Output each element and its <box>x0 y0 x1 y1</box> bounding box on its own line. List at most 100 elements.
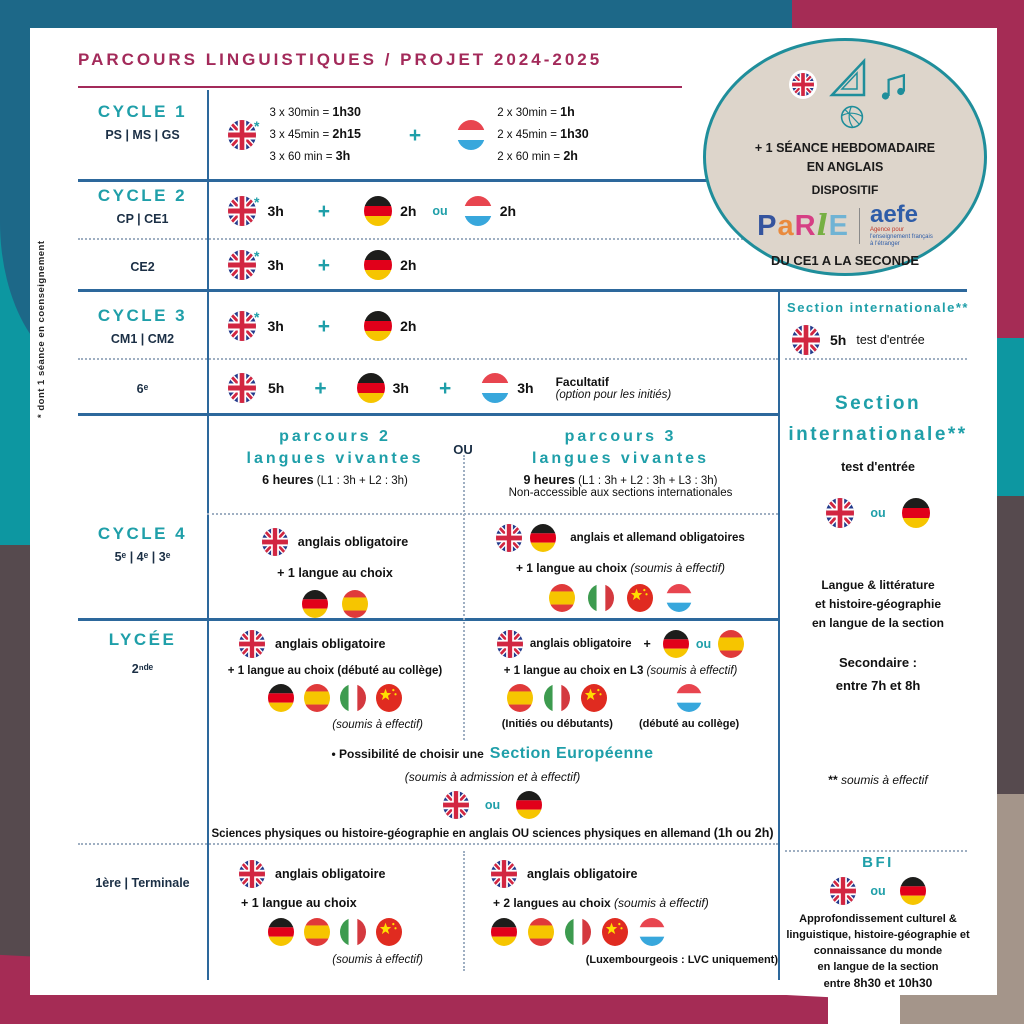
uk-flag-icon <box>228 311 256 341</box>
bfi-flags-row: ou <box>830 877 926 905</box>
en-hours: 3h <box>267 257 284 273</box>
de-hours: 3h <box>392 380 409 396</box>
badge-line-2: EN ANGLAIS <box>806 160 884 174</box>
lu-hours: 2h <box>499 203 517 219</box>
ou-label: ou <box>695 637 712 651</box>
label-column-divider <box>207 90 209 980</box>
ou-label: ou <box>484 798 501 812</box>
italy-flag-icon <box>565 918 591 946</box>
luxembourg-flag-icon <box>639 918 665 946</box>
divider-si-top <box>785 358 967 360</box>
music-note-icon <box>881 73 906 100</box>
de-hours: 2h <box>400 257 417 273</box>
parcours2-hours: 6 heures (L1 : 3h + L2 : 3h) <box>262 473 408 487</box>
page-title: PARCOURS LINGUISTIQUES / PROJET 2024-202… <box>78 50 603 69</box>
divider-lycee <box>78 843 778 845</box>
soumis-admission-note: (soumis à admission et à effectif) <box>404 770 581 784</box>
ou-caps-label: OU <box>453 442 473 457</box>
bfi-body-2: linguistique, histoire-géographie et <box>786 929 970 941</box>
logo-divider <box>858 207 860 244</box>
lu-hours: 3h <box>517 380 534 396</box>
luxembourgeois-lvc-note: (Luxembourgeois : LVC uniquement) <box>585 954 778 966</box>
en-time-1: 3 x 30min = 1h30 <box>269 105 361 119</box>
bfi-body-1: Approfondissement culturel & <box>799 913 957 925</box>
divider-cm-6e <box>78 358 778 360</box>
lycee-right-cell: anglais obligatoire + ou + 1 langue au c… <box>463 630 778 730</box>
uk-flag-icon <box>228 250 256 280</box>
uk-flag-icon <box>228 373 256 403</box>
anglais-obligatoire: anglais obligatoire <box>297 535 409 549</box>
germany-flag-icon <box>302 590 328 618</box>
uk-flag-icon <box>830 877 857 905</box>
section-internationale-top-title: Section internationale** <box>787 300 969 315</box>
spain-flag-icon <box>507 684 534 712</box>
germany-flag-icon <box>268 684 294 712</box>
badge-line-4: DU CE1 A LA SECONDE <box>770 253 920 268</box>
si-footnote: ** soumis à effectif <box>828 773 928 787</box>
germany-flag-icon <box>899 877 926 905</box>
si-hours: 5h <box>830 332 847 348</box>
possibilite-label: • Possibilité de choisir une <box>331 747 484 761</box>
section-internationale-main: Section internationale** test d'entrée o… <box>778 390 978 528</box>
de-hours: 2h <box>400 318 417 334</box>
bg-taupe-left <box>0 545 30 980</box>
aefe-logo: aefe <box>869 201 919 228</box>
coenseignement-footnote: * dont 1 séance en coenseignement <box>36 240 47 418</box>
de-hours: 2h <box>400 203 417 219</box>
luxembourg-flag-icon <box>457 120 486 150</box>
spain-flag-icon <box>549 584 575 612</box>
terminale-column-divider <box>463 851 465 971</box>
section-europeenne-title: Section Européenne <box>489 745 654 762</box>
ou-label: ou <box>870 506 886 520</box>
langue-au-choix: + 1 langue au choix <box>241 896 357 910</box>
parcours3-title-1: parcours 3 <box>564 428 677 445</box>
anglais-obligatoire: anglais obligatoire <box>275 637 386 651</box>
parcours3-title-2: langues vivantes <box>532 450 709 467</box>
coenseignement-star: * <box>254 248 260 264</box>
plus-sign: + <box>317 253 331 277</box>
uk-flag-icon <box>228 120 256 150</box>
title-rule <box>78 86 682 88</box>
lu-time-2: 2 x 45min = 1h30 <box>497 127 589 141</box>
aefe-subtitle: Agence pour l'enseignement français à l'… <box>869 227 933 247</box>
label-cycle4: CYCLE 4 5ᵉ | 4ᵉ | 3ᵉ <box>78 524 207 564</box>
facultatif-label: Facultatif <box>555 375 609 389</box>
si-title-line2: internationale** <box>788 424 968 445</box>
luxembourg-flag-icon <box>666 584 692 612</box>
right-column-divider <box>778 291 780 980</box>
spain-flag-icon <box>304 918 330 946</box>
section-internationale-top-row: 5h test d'entrée <box>792 325 925 355</box>
label-cycle2: CYCLE 2 CP | CE1 <box>78 186 207 226</box>
si-body-2: et histoire-géographie <box>814 597 942 611</box>
cycle4-parcours3-cell: anglais et allemand obligatoires + 1 lan… <box>463 524 778 612</box>
en-hours: 3h <box>267 203 284 219</box>
parcours-column-divider <box>463 455 465 740</box>
ou-label: ou <box>870 884 886 898</box>
parle-badge: + 1 SÉANCE HEBDOMADAIRE EN ANGLAIS DISPO… <box>703 38 987 276</box>
plus-sign: + <box>314 376 327 400</box>
volleyball-icon <box>840 105 864 129</box>
cycle1-content: * 3 x 30min = 1h30 3 x 45min = 2h15 3 x … <box>228 96 776 174</box>
sixieme-content: 5h + 3h + 3h Facultatif (option pour les… <box>228 366 671 410</box>
china-flag-icon <box>376 684 402 712</box>
germany-flag-icon <box>662 630 689 658</box>
sciences-physiques-line: Sciences physiques ou histoire-géographi… <box>211 826 774 840</box>
parcours3-hours: 9 heures (L1 : 3h + L2 : 3h + L3 : 3h) <box>523 473 718 487</box>
cycle2-sub: CP | CE1 <box>116 212 169 226</box>
label-6e: 6ᵉ <box>136 382 149 396</box>
plus-sign: + <box>438 376 452 400</box>
bfi-block: BFI ou Approfondissement culturel & ling… <box>778 854 978 992</box>
si-body-1: Langue & littérature <box>821 578 935 592</box>
plus-sign: + <box>317 314 331 338</box>
cycle4-title: CYCLE 4 <box>97 524 188 543</box>
germany-flag-icon <box>364 250 393 280</box>
inities-debutants-note: (Initiés ou débutants) <box>501 718 613 730</box>
lu-time-3: 2 x 60 min = 2h <box>497 149 578 163</box>
china-flag-icon <box>627 584 653 612</box>
uk-flag-icon <box>239 860 265 888</box>
uk-flag-icon <box>239 630 265 658</box>
divider-bfi <box>785 850 967 852</box>
spain-flag-icon <box>342 590 368 618</box>
uk-flag-icon <box>792 73 814 96</box>
anglais-obligatoire: anglais obligatoire <box>527 867 638 881</box>
